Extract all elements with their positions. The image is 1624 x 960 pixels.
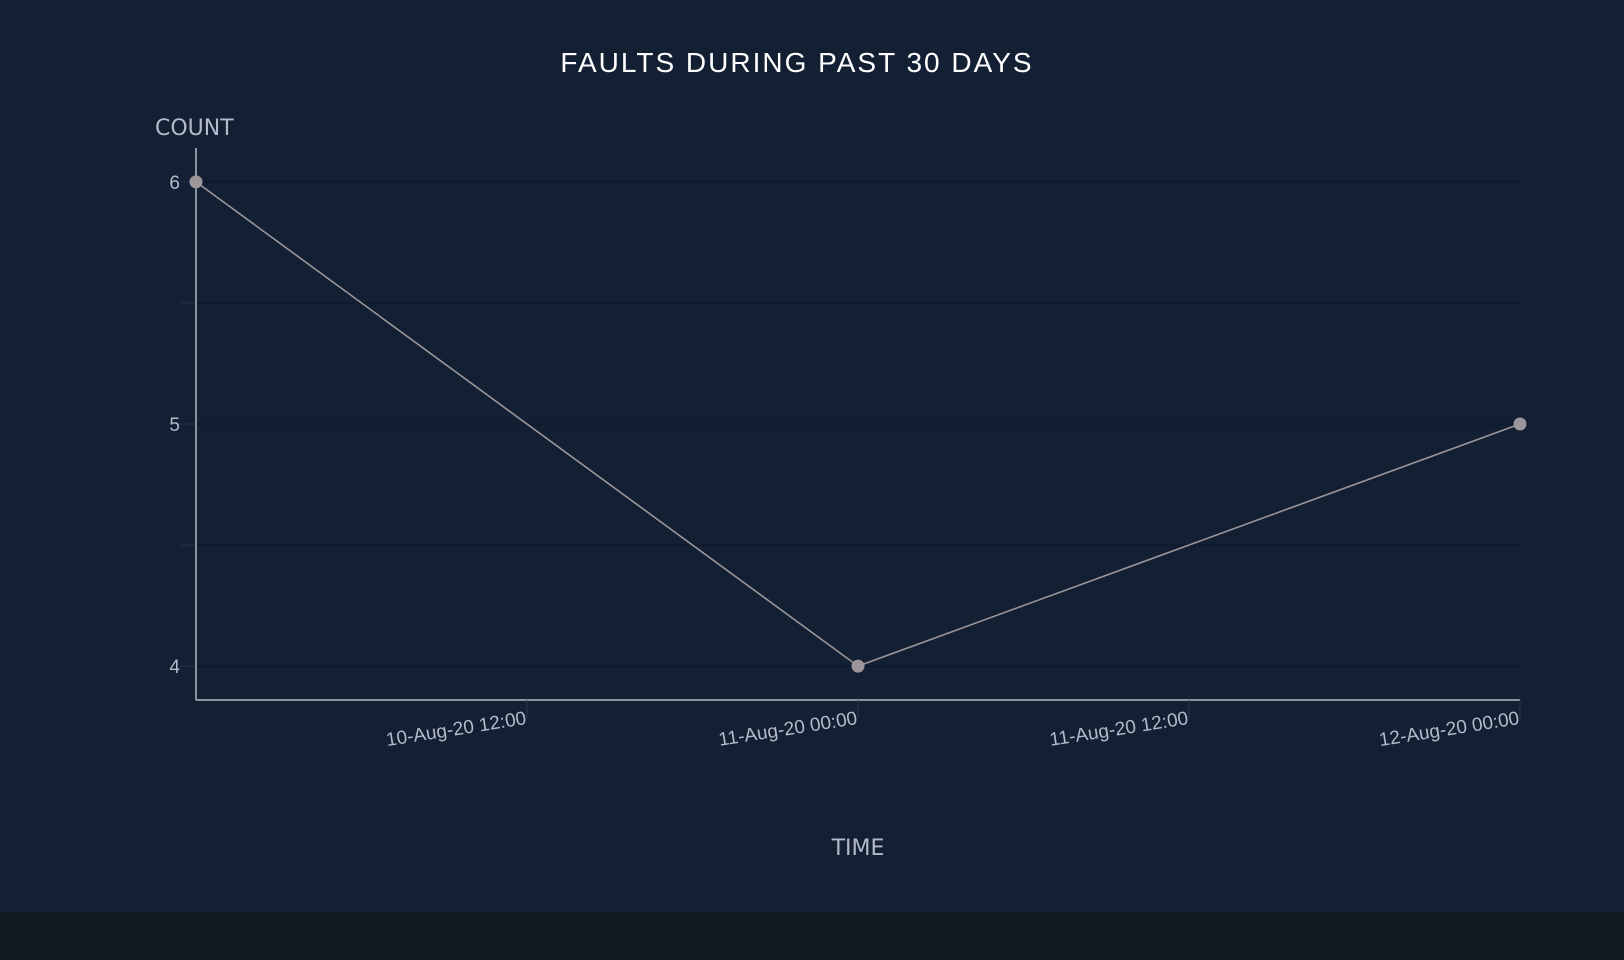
y-axis-title: COUNT [155,116,234,141]
grid-lines [180,180,1520,668]
y-tick-label-0: 4 [169,657,180,678]
x-tick-label-2: 11-Aug-20 12:00 [1048,708,1190,751]
line-chart: FAULTS DURING PAST 30 DAYS COUNT TIME 4 5… [155,47,1527,861]
tick-labels: 4 5 6 10-Aug-20 12:00 11-Aug-20 00:00 11-Aug-… [169,173,1520,751]
y-tick-label-2: 6 [169,173,180,194]
data-point-0-0[interactable] [189,175,203,189]
footer-bar [0,912,1624,960]
chart-panel: FAULTS DURING PAST 30 DAYS COUNT TIME 4 5… [155,47,1527,861]
data-point-0-2[interactable] [1513,417,1527,431]
chart-title: FAULTS DURING PAST 30 DAYS [560,47,1033,78]
data-point-0-1[interactable] [851,659,865,673]
series-layer [189,175,1527,673]
x-tick-label-3: 12-Aug-20 00:00 [1378,708,1521,751]
y-tick-label-1: 5 [169,415,180,436]
x-tick-label-1: 11-Aug-20 00:00 [717,708,859,751]
x-axis-title: TIME [831,836,885,861]
x-tick-label-0: 10-Aug-20 12:00 [385,708,528,751]
